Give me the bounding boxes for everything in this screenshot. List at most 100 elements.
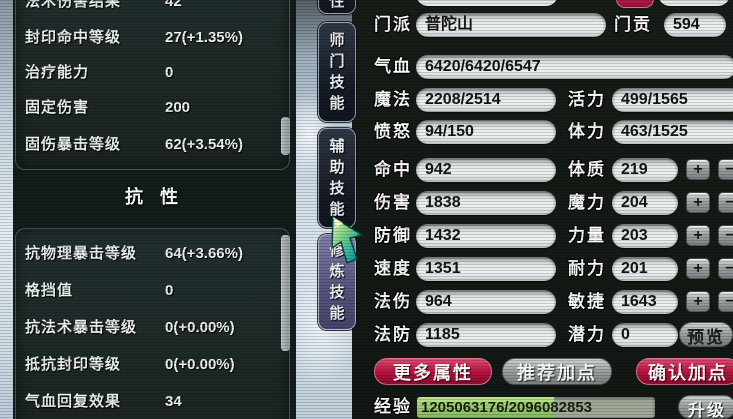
- stamina-label: 体力: [568, 122, 606, 141]
- stat-row: 格挡值 0: [16, 281, 289, 301]
- damage-stats-box: 法术伤害结果 42 封印命中等级 27(+1.35%) 治疗能力 0 固定伤害 …: [15, 0, 290, 170]
- hp-field: 6420/6420/6547: [416, 55, 733, 79]
- stat-value: 42: [165, 0, 182, 10]
- resistance-stats-box: 抗物理暴击等级 64(+3.66%) 格挡值 0 抗法术暴击等级 0(+0.00…: [15, 228, 290, 419]
- clipped-red-button[interactable]: [616, 0, 654, 8]
- increase-endurance-button[interactable]: +: [686, 258, 710, 279]
- exp-label: 经验: [374, 397, 412, 416]
- accuracy-label: 命中: [374, 160, 412, 179]
- defense-label: 防御: [374, 226, 412, 245]
- stat-label: 气血回复效果: [25, 393, 122, 410]
- stat-value: 0: [165, 64, 174, 81]
- vitality-field: 499/1565: [612, 88, 733, 112]
- clipped-field: [658, 0, 730, 6]
- decrease-agility-button[interactable]: −: [718, 291, 733, 312]
- stat-value: 0(+0.00%): [165, 356, 235, 373]
- increase-strength-button[interactable]: +: [686, 225, 710, 246]
- strength-label: 力量: [568, 226, 606, 245]
- tab-label: 修炼技能: [329, 242, 345, 322]
- spell-defense-label: 法防: [374, 325, 412, 344]
- stat-value: 27(+1.35%): [165, 29, 243, 46]
- potential-field: 0: [612, 323, 678, 347]
- mp-field: 2208/2514: [416, 88, 556, 112]
- agility-field: 1643: [612, 290, 678, 314]
- stat-value: 0: [165, 282, 174, 299]
- tab-school-skills[interactable]: 师门技能: [318, 22, 356, 122]
- stat-value: 34: [165, 393, 182, 410]
- tab-auxiliary-skills[interactable]: 辅助技能: [318, 128, 356, 228]
- endurance-field: 201: [612, 257, 678, 281]
- tab-label: 辅助技能: [329, 138, 345, 218]
- anger-field: 94/150: [416, 120, 556, 144]
- background-scene-left: [0, 0, 13, 419]
- constitution-label: 体质: [568, 160, 606, 179]
- spell-defense-field: 1185: [416, 323, 556, 347]
- mp-label: 魔法: [374, 90, 412, 109]
- stat-label: 法术伤害结果: [25, 0, 122, 10]
- stat-row: 封印命中等级 27(+1.35%): [16, 28, 289, 48]
- endurance-label: 耐力: [568, 259, 606, 278]
- stat-row: 抗物理暴击等级 64(+3.66%): [16, 244, 289, 264]
- damage-field: 1838: [416, 191, 556, 215]
- decrease-constitution-button[interactable]: −: [718, 159, 733, 180]
- cursor-icon: [329, 215, 369, 274]
- stat-value: 64(+3.66%): [165, 245, 243, 262]
- decrease-magic-button[interactable]: −: [718, 192, 733, 213]
- contribution-field: 594: [664, 13, 726, 37]
- confirm-points-button[interactable]: 确认加点: [636, 358, 733, 385]
- stat-row: 固定伤害 200: [16, 98, 289, 118]
- scrollbar-thumb[interactable]: [281, 235, 290, 351]
- tab-label: 性: [329, 0, 345, 10]
- tab-label: 师门技能: [329, 32, 345, 112]
- more-attributes-button[interactable]: 更多属性: [374, 358, 492, 385]
- stat-label: 固定伤害: [25, 99, 90, 116]
- upgrade-button[interactable]: 升级: [678, 395, 733, 419]
- exp-progress-bar: 1205063176/2096082853: [417, 397, 655, 418]
- potential-label: 潜力: [568, 325, 606, 344]
- stat-value: 200: [165, 99, 191, 116]
- agility-label: 敏捷: [568, 292, 606, 311]
- stat-label: 抵抗封印等级: [25, 356, 122, 373]
- extended-stats-panel: 法术伤害结果 42 封印命中等级 27(+1.35%) 治疗能力 0 固定伤害 …: [13, 0, 296, 419]
- preview-button[interactable]: 预览: [679, 322, 733, 347]
- stat-label: 格挡值: [25, 282, 74, 299]
- stat-value: 0(+0.00%): [165, 319, 235, 336]
- stat-row: 抵抗封印等级 0(+0.00%): [16, 355, 289, 375]
- stat-label: 封印命中等级: [25, 29, 122, 46]
- school-label: 门派: [374, 15, 412, 34]
- resistance-section-title: 抗 性: [124, 187, 184, 207]
- stat-value: 62(+3.54%): [165, 136, 243, 153]
- tab-attributes-partial[interactable]: 性: [318, 0, 356, 14]
- damage-label: 伤害: [374, 193, 412, 212]
- stat-row: 固伤暴击等级 62(+3.54%): [16, 135, 289, 155]
- magic-field: 204: [612, 191, 678, 215]
- magic-label: 魔力: [568, 193, 606, 212]
- speed-field: 1351: [416, 257, 556, 281]
- recommend-points-button[interactable]: 推荐加点: [502, 358, 612, 385]
- constitution-field: 219: [612, 158, 678, 182]
- scrollbar-thumb[interactable]: [281, 117, 290, 155]
- increase-magic-button[interactable]: +: [686, 192, 710, 213]
- accuracy-field: 942: [416, 158, 556, 182]
- clipped-field: [416, 0, 558, 6]
- stat-label: 固伤暴击等级: [25, 136, 122, 153]
- exp-progress-fill: [417, 397, 554, 418]
- stat-label: 抗物理暴击等级: [25, 245, 138, 262]
- stat-row: 气血回复效果 34: [16, 392, 289, 412]
- decrease-endurance-button[interactable]: −: [718, 258, 733, 279]
- stat-row: 法术伤害结果 42: [16, 0, 289, 12]
- stat-label: 治疗能力: [25, 64, 90, 81]
- exp-value: 1205063176/2096082853: [421, 399, 593, 416]
- increase-agility-button[interactable]: +: [686, 291, 710, 312]
- vitality-label: 活力: [568, 90, 606, 109]
- spell-damage-field: 964: [416, 290, 556, 314]
- decrease-strength-button[interactable]: −: [718, 225, 733, 246]
- anger-label: 愤怒: [374, 122, 412, 141]
- contribution-label: 门贡: [614, 15, 652, 34]
- stamina-field: 463/1525: [612, 120, 733, 144]
- stat-row: 抗法术暴击等级 0(+0.00%): [16, 318, 289, 338]
- increase-constitution-button[interactable]: +: [686, 159, 710, 180]
- school-field: 普陀山: [416, 13, 606, 37]
- stat-label: 抗法术暴击等级: [25, 319, 138, 336]
